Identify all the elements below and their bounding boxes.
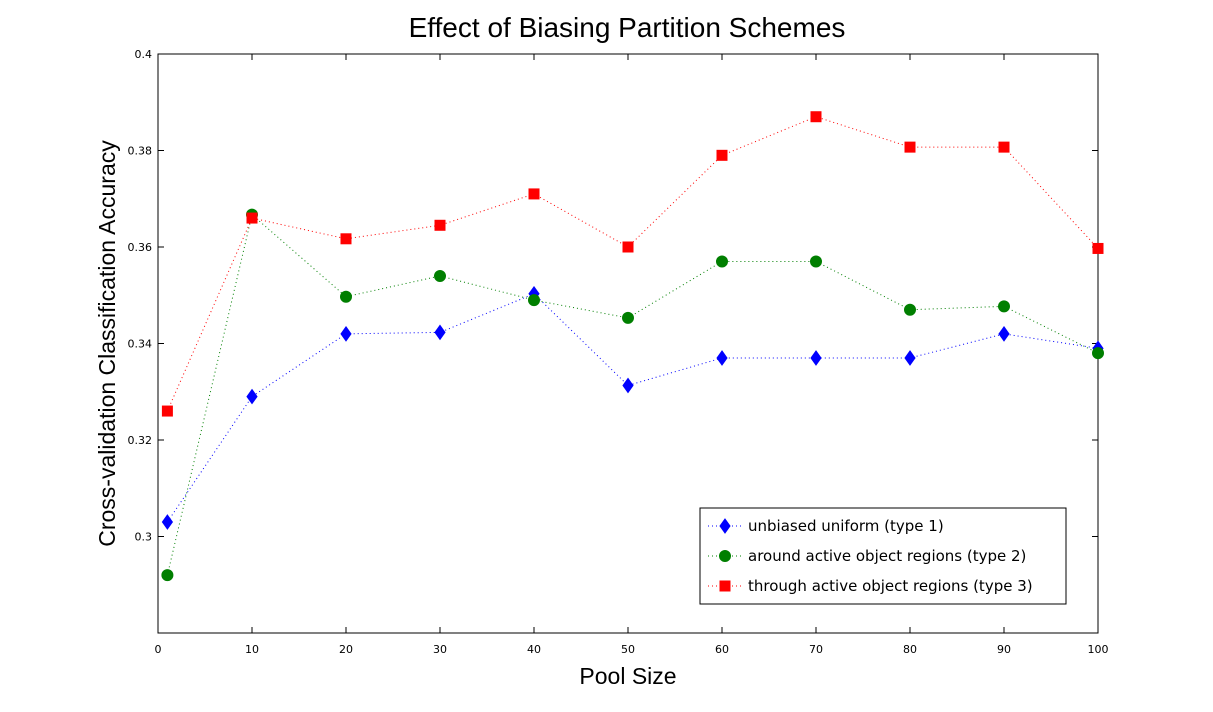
y-tick-label: 0.38 xyxy=(128,145,153,158)
series-1-point xyxy=(998,325,1010,342)
axis-ticks: 0 10 20 30 40 50 60 70 80 90 100 0.3 0.32 0.34 0.36 0.3… xyxy=(128,48,1109,656)
series-2-point xyxy=(622,311,634,324)
y-tick-label: 0.32 xyxy=(128,434,153,447)
legend-label: through active object regions (type 3) xyxy=(748,577,1033,595)
legend-item-3: through active object regions (type 3) xyxy=(708,577,1033,595)
x-tick-label: 30 xyxy=(433,643,447,656)
series-2 xyxy=(161,208,1104,582)
series-1-point xyxy=(340,325,352,342)
series-2-point xyxy=(998,300,1010,313)
x-tick-label: 50 xyxy=(621,643,635,656)
series-2-point xyxy=(340,290,352,303)
series-3-point xyxy=(340,233,352,245)
chart-title: Effect of Biasing Partition Schemes xyxy=(409,12,846,43)
x-tick-label: 60 xyxy=(715,643,729,656)
series-3-point xyxy=(161,405,173,417)
y-tick-label: 0.36 xyxy=(128,241,153,254)
series-3 xyxy=(161,111,1104,417)
series-1 xyxy=(161,285,1104,530)
y-tick-label: 0.4 xyxy=(135,48,153,61)
series-1-point xyxy=(161,514,174,530)
x-tick-label: 40 xyxy=(527,643,541,656)
series-3-point xyxy=(1092,242,1104,254)
legend: unbiased uniform (type 1) around active o… xyxy=(699,507,1067,605)
y-tick-label: 0.34 xyxy=(128,338,153,351)
x-tick-label: 20 xyxy=(339,643,353,656)
series-2-point xyxy=(810,255,822,268)
x-tick-label: 0 xyxy=(155,643,162,656)
series-3-point xyxy=(246,212,258,224)
series-2-point xyxy=(716,255,728,268)
series-3-point xyxy=(810,111,822,123)
legend-item-1: unbiased uniform (type 1) xyxy=(708,517,944,535)
series-3-point xyxy=(716,149,728,161)
series-1-point xyxy=(246,388,258,405)
legend-box xyxy=(699,507,1067,605)
series-1-line xyxy=(166,293,1099,523)
series-2-point xyxy=(904,303,916,316)
legend-label: unbiased uniform (type 1) xyxy=(748,517,944,535)
series-2-point xyxy=(434,269,446,282)
legend-item-2: around active object regions (type 2) xyxy=(708,547,1026,565)
x-tick-label: 10 xyxy=(245,643,259,656)
legend-label: around active object regions (type 2) xyxy=(748,547,1026,565)
x-tick-label: 70 xyxy=(809,643,823,656)
series-2-point xyxy=(161,569,174,582)
y-tick-label: 0.3 xyxy=(135,531,153,544)
series-3-point xyxy=(998,141,1010,153)
y-axis-label: Cross-validation Classification Accuracy xyxy=(94,140,120,547)
series-3-point xyxy=(434,219,446,231)
series-2-line xyxy=(166,213,1099,576)
series-1-point xyxy=(434,324,446,341)
legend-marker xyxy=(719,580,731,592)
series-3-point xyxy=(528,188,540,200)
series-3-point xyxy=(904,141,916,153)
series-1-point xyxy=(810,350,822,366)
series-2-point xyxy=(528,294,540,307)
legend-marker xyxy=(719,550,731,562)
series-3-line xyxy=(166,116,1099,412)
series-3-point xyxy=(622,241,634,253)
legend-marker xyxy=(719,518,731,534)
x-tick-label: 100 xyxy=(1088,643,1109,656)
x-axis-label: Pool Size xyxy=(579,663,676,689)
series-layer xyxy=(161,111,1104,582)
series-1-point xyxy=(904,350,916,366)
x-tick-label: 80 xyxy=(903,643,917,656)
x-tick-label: 90 xyxy=(997,643,1011,656)
series-1-point xyxy=(622,377,634,394)
series-2-point xyxy=(1092,347,1104,360)
series-1-point xyxy=(716,350,728,366)
legend-items: unbiased uniform (type 1) around active o… xyxy=(708,517,1033,595)
